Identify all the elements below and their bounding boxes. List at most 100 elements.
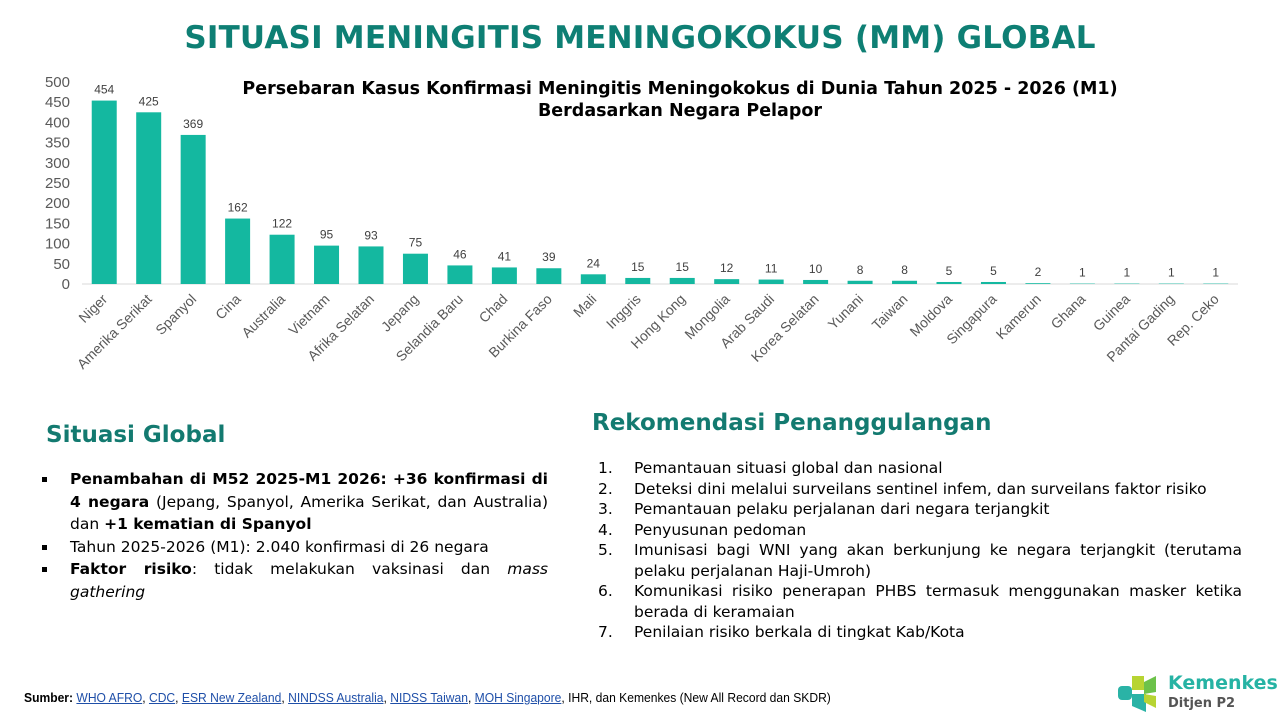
bar <box>403 254 428 284</box>
data-label: 24 <box>587 256 601 270</box>
item-text: Penilaian risiko berkala di tingkat Kab/… <box>634 623 965 641</box>
rekomendasi-item: 7. Penilaian risiko berkala di tingkat Ka… <box>598 622 1242 643</box>
x-tick-label: Kamerun <box>993 291 1044 342</box>
bar <box>625 278 650 284</box>
data-label: 15 <box>676 260 690 274</box>
situasi-item: Faktor risiko: tidak melakukan vaksinasi… <box>40 558 548 603</box>
item-number: 4. <box>598 520 613 541</box>
x-tick-label: Niger <box>75 291 110 326</box>
kemenkes-logo-icon <box>1116 672 1164 716</box>
source-link[interactable]: NINDSS Australia <box>288 690 383 705</box>
item-text: Penyusunan pedoman <box>634 521 806 539</box>
item-text: Komunikasi risiko penerapan PHBS termasu… <box>634 582 1242 621</box>
y-tick-label: 200 <box>45 195 70 212</box>
data-label: 15 <box>631 260 645 274</box>
source-link[interactable]: ESR New Zealand <box>182 690 281 705</box>
logo-sub: Ditjen P2 <box>1168 696 1235 711</box>
data-label: 41 <box>498 249 512 263</box>
data-label: 454 <box>94 83 114 97</box>
bar <box>181 135 206 284</box>
data-label: 162 <box>228 201 248 215</box>
situasi-item: Penambahan di M52 2025-M1 2026: +36 konf… <box>40 468 548 536</box>
situasi-item-text: : tidak melakukan vaksinasi dan <box>192 560 507 578</box>
item-text: Pemantauan situasi global dan nasional <box>634 459 943 477</box>
x-tick-label: Yunani <box>825 291 867 333</box>
situasi-item: Tahun 2025-2026 (M1): 2.040 konfirmasi d… <box>40 536 548 559</box>
y-tick-label: 300 <box>45 155 70 172</box>
bar <box>492 267 517 284</box>
item-number: 1. <box>598 458 613 479</box>
x-tick-label: Cina <box>212 291 244 323</box>
bar <box>937 282 962 284</box>
data-label: 8 <box>901 263 908 277</box>
data-label: 1 <box>1168 266 1175 280</box>
situasi-list: Penambahan di M52 2025-M1 2026: +36 konf… <box>40 468 548 603</box>
situasi-heading: Situasi Global <box>46 422 225 448</box>
source-link[interactable]: MOH Singapore <box>475 690 562 705</box>
source-link[interactable]: CDC <box>149 690 175 705</box>
bar <box>892 281 917 284</box>
x-tick-label: Jepang <box>378 291 422 335</box>
data-label: 425 <box>139 94 159 108</box>
item-number: 6. <box>598 581 613 602</box>
data-label: 95 <box>320 228 334 242</box>
data-label: 5 <box>990 264 997 278</box>
x-tick-label: Spanyol <box>152 291 199 338</box>
data-label: 1 <box>1079 266 1086 280</box>
data-label: 11 <box>765 262 778 276</box>
bar <box>981 282 1006 284</box>
bar <box>359 246 384 284</box>
x-tick-label: Chad <box>476 291 511 326</box>
item-number: 3. <box>598 499 613 520</box>
y-tick-label: 0 <box>62 276 70 293</box>
bar <box>92 101 117 284</box>
rekomendasi-item: 5.Imunisasi bagi WNI yang akan berkunjun… <box>598 540 1242 581</box>
rekomendasi-item: 1. Pemantauan situasi global dan nasional <box>598 458 1242 479</box>
rekomendasi-heading: Rekomendasi Penanggulangan <box>592 410 991 436</box>
y-tick-label: 100 <box>45 236 70 253</box>
y-tick-label: 400 <box>45 114 70 131</box>
bar <box>270 235 295 284</box>
chart-title-line2: Berdasarkan Negara Pelapor <box>180 100 1180 122</box>
bar <box>536 268 561 284</box>
data-label: 8 <box>857 263 864 277</box>
bar <box>803 280 828 284</box>
rekomendasi-item: 6. Komunikasi risiko penerapan PHBS terma… <box>598 581 1242 622</box>
situasi-item-bold: Faktor risiko <box>70 560 192 578</box>
rekomendasi-item: 2.Deteksi dini melalui surveilans sentin… <box>598 479 1242 500</box>
source-tail: , IHR, dan Kemenkes (New All Record dan … <box>561 690 830 705</box>
item-number: 5. <box>598 540 613 561</box>
source-link[interactable]: NIDSS Taiwan <box>390 690 468 705</box>
bar <box>136 112 161 284</box>
data-label: 122 <box>272 217 292 231</box>
source-line: Sumber: WHO AFRO, CDC, ESR New Zealand, … <box>24 690 831 705</box>
y-tick-label: 500 <box>45 74 70 91</box>
rekomendasi-list: 1. Pemantauan situasi global dan nasional… <box>598 458 1242 643</box>
source-link[interactable]: WHO AFRO <box>76 690 142 705</box>
data-label: 1 <box>1124 266 1131 280</box>
data-label: 12 <box>720 261 734 275</box>
bar <box>714 279 739 284</box>
logo-name: Kemenkes <box>1168 672 1278 694</box>
x-tick-label: Australia <box>238 291 288 341</box>
item-number: 7. <box>598 622 613 643</box>
data-label: 10 <box>809 262 823 276</box>
bar <box>848 281 873 284</box>
data-label: 5 <box>946 264 953 278</box>
situasi-item-bold: +1 kematian di Spanyol <box>104 515 311 533</box>
bar <box>670 278 695 284</box>
x-tick-label: Mali <box>570 291 599 320</box>
y-tick-label: 50 <box>53 256 70 273</box>
data-label: 1 <box>1212 266 1219 280</box>
bar <box>759 280 784 284</box>
situasi-item-text: Tahun 2025-2026 (M1): 2.040 konfirmasi d… <box>70 538 489 556</box>
x-tick-label: Inggris <box>603 291 644 332</box>
kemenkes-logo: Kemenkes Ditjen P2 <box>1116 672 1272 716</box>
data-label: 39 <box>542 250 556 264</box>
data-label: 75 <box>409 236 423 250</box>
chart-title-line1: Persebaran Kasus Konfirmasi Meningitis M… <box>180 78 1180 100</box>
item-text: Pemantauan pelaku perjalanan dari negara… <box>634 500 1050 518</box>
x-tick-label: Taiwan <box>869 291 911 333</box>
rekomendasi-item: 4. Penyusunan pedoman <box>598 520 1242 541</box>
